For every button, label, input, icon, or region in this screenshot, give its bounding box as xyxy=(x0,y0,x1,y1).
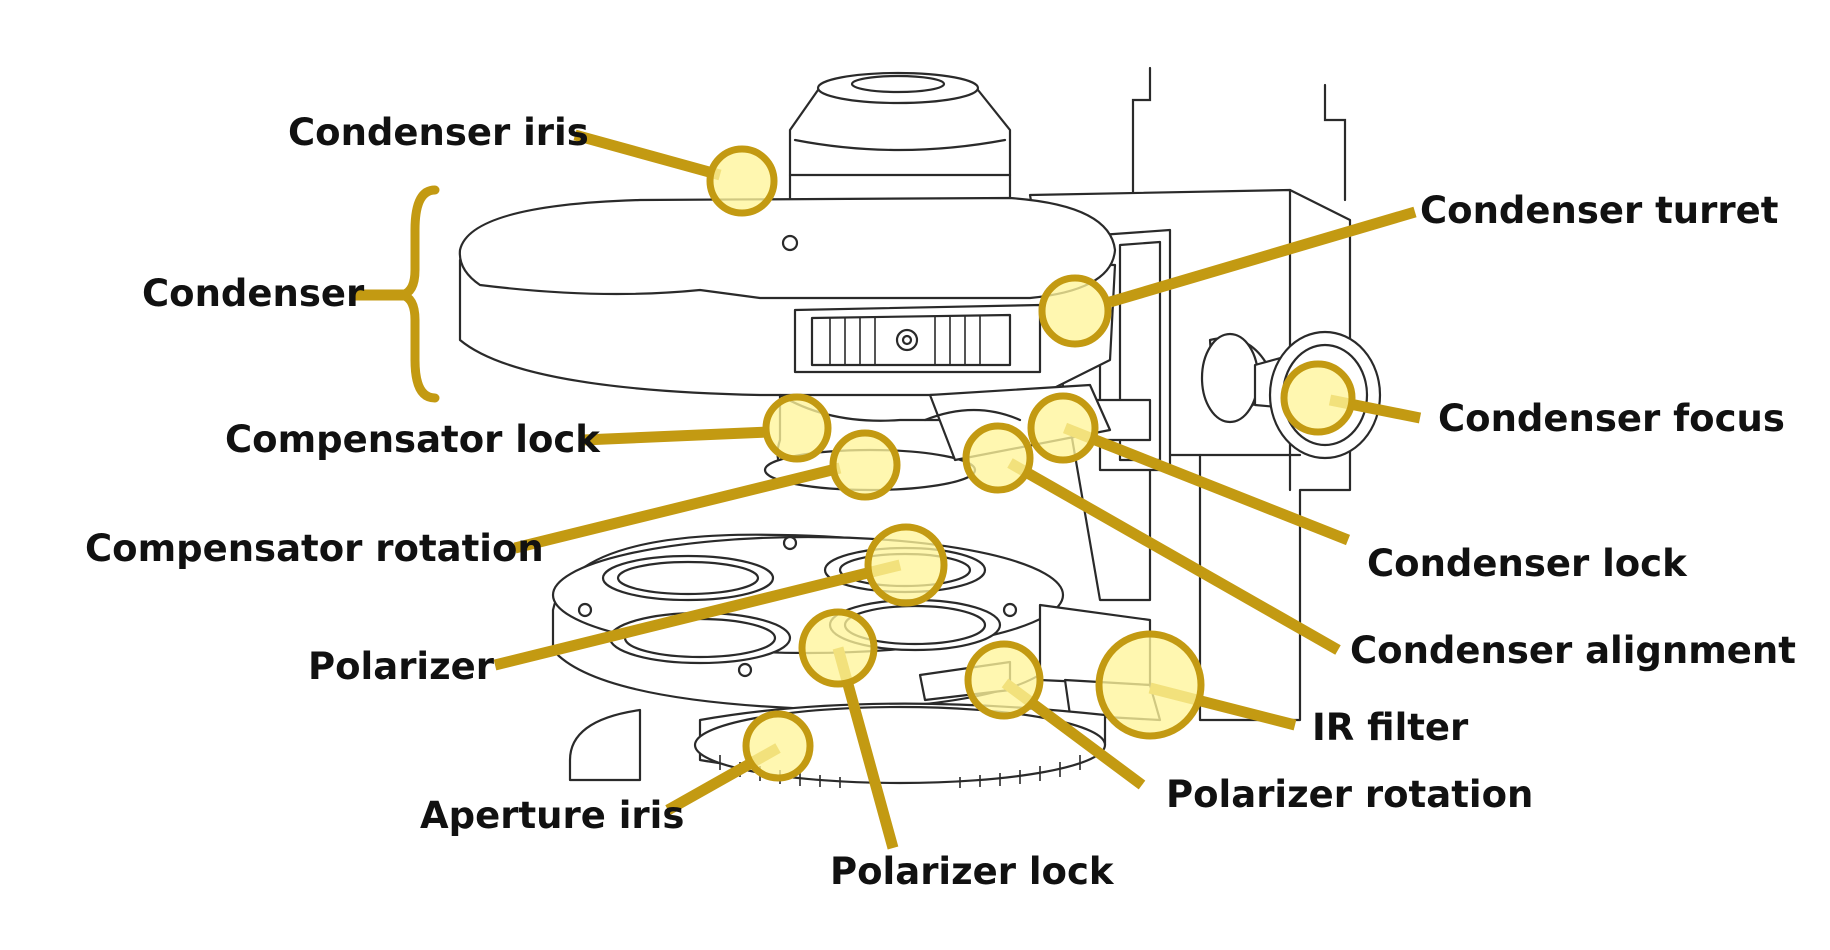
highlight-markers xyxy=(706,145,1356,782)
leader-condenser-alignment xyxy=(1007,458,1341,655)
top-lens xyxy=(788,71,1012,217)
condenser-body xyxy=(458,196,1117,397)
leader-condenser-iris xyxy=(573,129,722,181)
label-condenser-focus: Condenser focus xyxy=(1438,397,1785,440)
leader-condenser-lock xyxy=(1062,422,1351,546)
label-aperture-iris: Aperture iris xyxy=(420,794,684,837)
label-polarizer-rotation: Polarizer rotation xyxy=(1166,773,1533,816)
marker-aperture-iris xyxy=(742,710,814,782)
lower-base xyxy=(568,702,1107,788)
marker-condenser-lock xyxy=(1027,392,1099,464)
label-condenser-iris: Condenser iris xyxy=(288,111,589,154)
marker-compensator-lock xyxy=(762,393,832,463)
leader-compensator-rotation xyxy=(513,462,842,554)
leader-condenser-turret xyxy=(1108,206,1417,308)
marker-condenser-focus xyxy=(1280,360,1356,436)
marker-polarizer xyxy=(864,523,948,607)
label-polarizer: Polarizer xyxy=(308,645,495,688)
label-ir-filter: IR filter xyxy=(1312,706,1469,749)
label-condenser: Condenser xyxy=(142,272,365,315)
aperture-ring-ridges xyxy=(719,755,1081,788)
leader-compensator-lock xyxy=(582,426,769,446)
marker-condenser-alignment xyxy=(962,422,1034,494)
marker-polarizer-lock xyxy=(798,608,878,688)
labels: Condenser iris Condenser Compensator loc… xyxy=(85,111,1796,893)
label-condenser-lock: Condenser lock xyxy=(1367,542,1688,585)
condenser-bracket xyxy=(400,185,440,403)
leader-polarizer xyxy=(493,559,902,671)
marker-polarizer-rotation xyxy=(964,640,1044,720)
marker-condenser-iris xyxy=(706,145,778,217)
label-polarizer-lock: Polarizer lock xyxy=(830,850,1115,893)
turret-grip-ridges xyxy=(829,316,981,365)
marker-compensator-rotation xyxy=(829,429,901,501)
label-condenser-turret: Condenser turret xyxy=(1420,189,1778,232)
marker-ir-filter xyxy=(1095,630,1205,740)
label-compensator-lock: Compensator lock xyxy=(225,418,601,461)
label-condenser-alignment: Condenser alignment xyxy=(1350,629,1796,672)
marker-condenser-turret xyxy=(1038,274,1112,348)
label-compensator-rotation: Compensator rotation xyxy=(85,527,544,570)
